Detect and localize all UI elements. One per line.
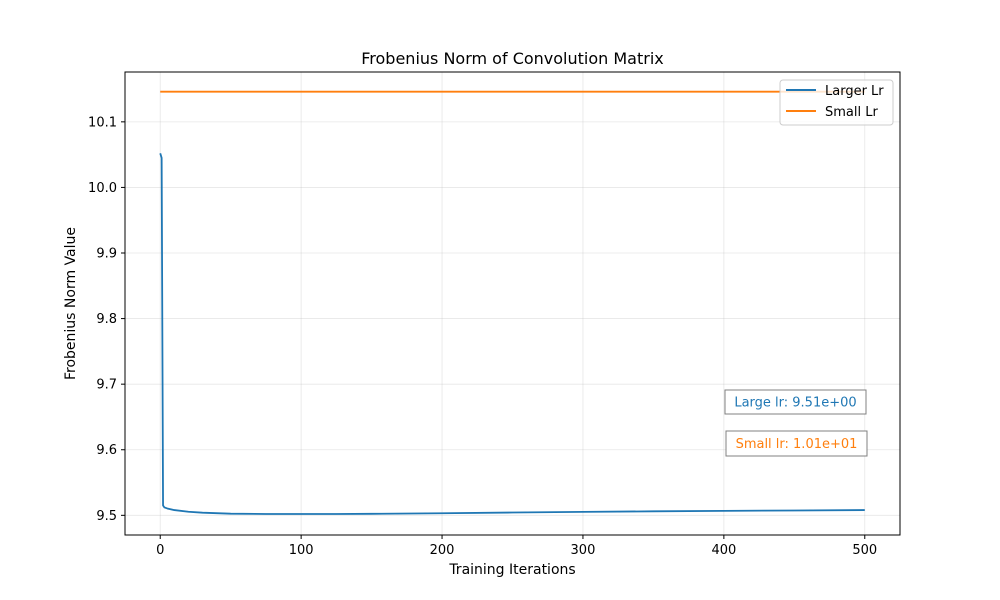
annotation-large-lr-box	[724, 389, 867, 415]
annotation-large-lr: Large lr: 9.51e+00	[724, 389, 867, 415]
legend-label-larger-lr: Larger Lr	[825, 84, 884, 99]
y-tick-label: 9.8	[96, 312, 117, 327]
x-tick-label: 400	[711, 543, 736, 558]
y-tick-label: 9.7	[96, 378, 117, 393]
series-line-larger-lr	[159, 153, 865, 515]
y-tick-label: 9.9	[96, 247, 117, 262]
annotation-small-lr-box	[725, 430, 868, 457]
grid-lines	[125, 72, 900, 535]
annotation-large-lr-text: Large lr: 9.51e+00	[734, 396, 856, 411]
y-tick-label: 10.1	[88, 115, 117, 130]
plot-area-frame	[124, 71, 901, 536]
y-axis-ticks: 9.5 9.6 9.7 9.8 9.9 10.0 10.1	[88, 115, 125, 524]
legend: Larger Lr Small Lr	[779, 79, 894, 126]
x-tick-label: 100	[289, 543, 314, 558]
x-tick-label: 500	[852, 543, 877, 558]
series-layer	[159, 90, 865, 515]
x-axis-label: Training Iterations	[448, 562, 575, 578]
annotation-small-lr: Small lr: 1.01e+01	[725, 430, 868, 457]
y-tick-label: 10.0	[88, 181, 117, 196]
annotation-small-lr-text: Small lr: 1.01e+01	[736, 437, 858, 452]
x-tick-label: 0	[156, 543, 164, 558]
legend-label-small-lr: Small Lr	[825, 105, 878, 120]
x-tick-label: 300	[571, 543, 596, 558]
x-tick-label: 200	[430, 543, 455, 558]
y-tick-label: 9.5	[96, 509, 117, 524]
chart-title: Frobenius Norm of Convolution Matrix	[361, 49, 664, 68]
legend-box	[779, 79, 894, 126]
y-tick-label: 9.6	[96, 443, 117, 458]
x-axis-ticks: 0 100 200 300 400 500	[156, 535, 877, 558]
y-axis-label: Frobenius Norm Value	[63, 227, 79, 380]
